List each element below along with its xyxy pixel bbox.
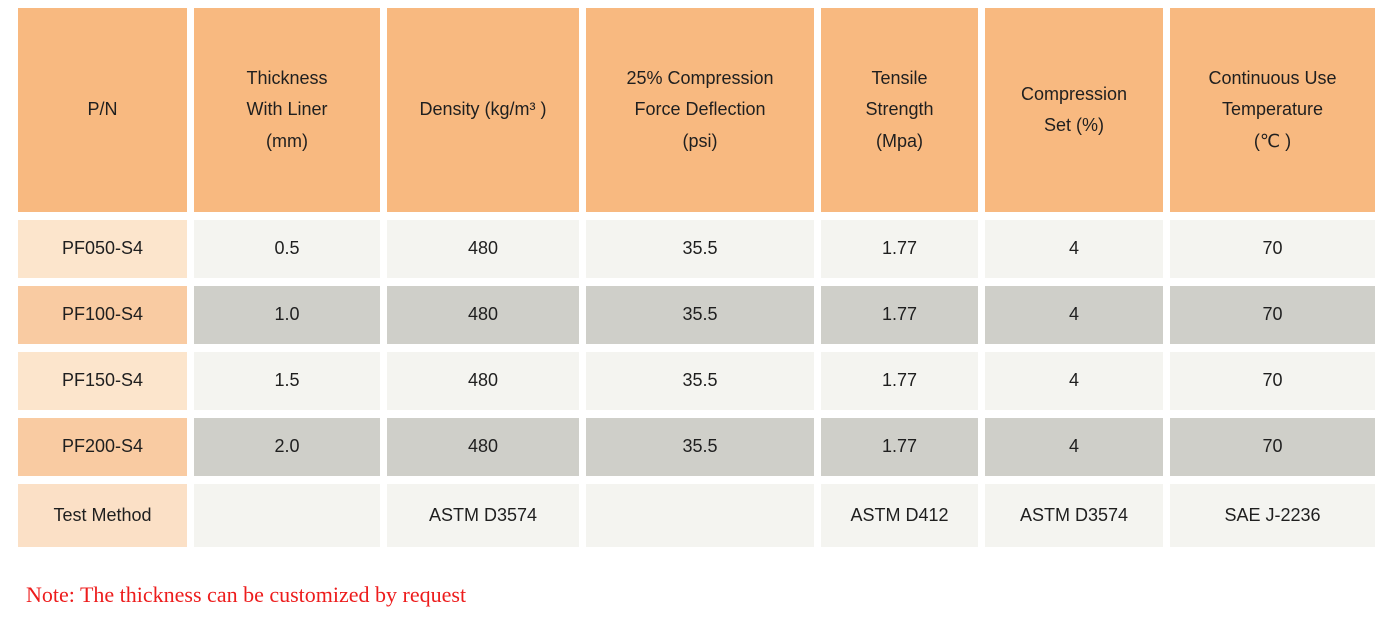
row-label-cell: PF050-S4 (18, 220, 187, 278)
table-data-cell: 70 (1170, 220, 1375, 278)
table-data-cell: 480 (387, 220, 579, 278)
header-cell-pn: P/N (18, 8, 187, 212)
row-label-cell: Test Method (18, 484, 187, 547)
table-data-cell: 1.77 (821, 220, 978, 278)
header-cell-thickness: Thickness With Liner (mm) (194, 8, 380, 212)
header-cell-density: Density (kg/m³ ) (387, 8, 579, 212)
table-data-cell: 4 (985, 352, 1163, 410)
table-data-cell: 480 (387, 286, 579, 344)
table-data-cell: 35.5 (586, 418, 814, 476)
table-data-cell: 1.77 (821, 286, 978, 344)
table-data-cell: 4 (985, 220, 1163, 278)
table-data-cell: 1.0 (194, 286, 380, 344)
table-data-cell: SAE J-2236 (1170, 484, 1375, 547)
table-data-cell: 4 (985, 418, 1163, 476)
table-data-cell: 0.5 (194, 220, 380, 278)
header-cell-tensile: Tensile Strength (Mpa) (821, 8, 978, 212)
table-data-cell: ASTM D3574 (387, 484, 579, 547)
header-cell-compression: Compression Set (%) (985, 8, 1163, 212)
table-data-cell: 35.5 (586, 220, 814, 278)
table-data-cell: 1.77 (821, 352, 978, 410)
table-data-cell: 70 (1170, 352, 1375, 410)
table-data-cell: 2.0 (194, 418, 380, 476)
table-data-cell: 35.5 (586, 352, 814, 410)
table-data-cell: 480 (387, 418, 579, 476)
header-cell-cfd: 25% Compression Force Deflection (psi) (586, 8, 814, 212)
table-data-cell: 1.77 (821, 418, 978, 476)
row-label-cell: PF150-S4 (18, 352, 187, 410)
table-data-cell (586, 484, 814, 547)
table-data-cell: 70 (1170, 286, 1375, 344)
table-data-cell: 1.5 (194, 352, 380, 410)
row-label-cell: PF100-S4 (18, 286, 187, 344)
table-data-cell: 70 (1170, 418, 1375, 476)
table-data-cell: 35.5 (586, 286, 814, 344)
table-note: Note: The thickness can be customized by… (26, 582, 467, 607)
table-data-cell (194, 484, 380, 547)
header-cell-temperature: Continuous Use Temperature (℃ ) (1170, 8, 1375, 212)
spec-table: P/N Thickness With Liner (mm) Density (kg/… (18, 8, 1375, 547)
row-label-cell: PF200-S4 (18, 418, 187, 476)
table-data-cell: 4 (985, 286, 1163, 344)
table-data-cell: 480 (387, 352, 579, 410)
table-data-cell: ASTM D3574 (985, 484, 1163, 547)
table-data-cell: ASTM D412 (821, 484, 978, 547)
